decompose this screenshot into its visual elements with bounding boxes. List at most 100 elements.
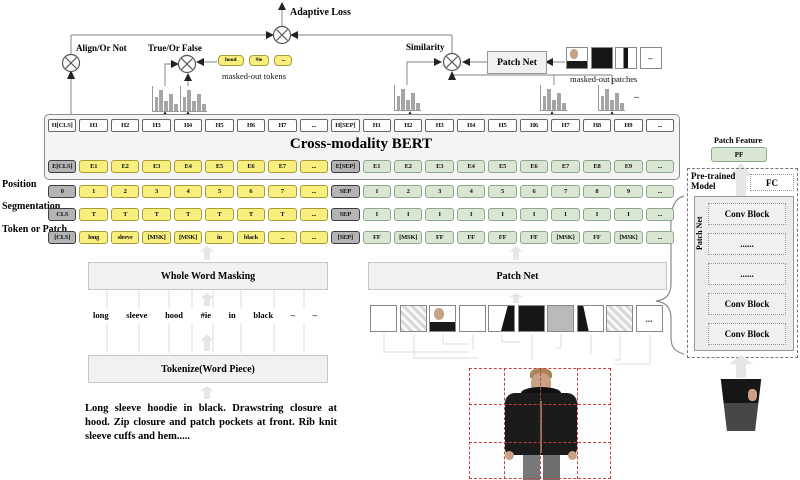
histogram-bar (406, 100, 410, 110)
up-arrow (200, 293, 214, 306)
cell: 1 (362, 185, 391, 198)
histogram-bar (174, 104, 178, 111)
input-patch-image (720, 379, 762, 431)
histogram-bar (542, 96, 546, 110)
cell: black (236, 231, 266, 244)
cell: T (142, 208, 171, 221)
histogram-bar (615, 92, 619, 110)
fc-box: FC (750, 174, 794, 191)
hidden-state-row: H[CLS] H1 H2 H3 H4 H5 H6 H7... H[SEP] H1 H2 H3 H4 H5 H… (48, 119, 675, 132)
cell: 5 (205, 185, 234, 198)
cell: long (79, 231, 108, 244)
cell: [MSK] (142, 231, 171, 244)
shoulder-detail (430, 322, 455, 331)
embedding-row: E[CLS] E1 E2 E3 E4 E5 E6 E7... E[SEP] E1 E2 E3 E4 E5 E… (48, 160, 675, 173)
cell: I (519, 208, 549, 221)
image-patch-stripe (615, 47, 637, 69)
person-leg (523, 455, 540, 480)
cell: 6 (236, 185, 266, 198)
up-arrow (200, 386, 214, 399)
word-token: #ie (200, 310, 212, 320)
histogram-bar (411, 92, 415, 110)
cell: T (268, 208, 297, 221)
cell: H7 (268, 119, 297, 132)
word-token-row: long sleeve hood #ie in black – – (93, 310, 317, 320)
cell: H[CLS] (48, 119, 77, 132)
cell: [MSK] (614, 231, 643, 244)
shoulder-detail (567, 60, 587, 68)
cell: 4 (173, 185, 203, 198)
cell: SEP (331, 185, 360, 198)
adaptive-loss-label: Adaptive Loss (290, 7, 351, 18)
image-patch-black (590, 47, 613, 69)
masked-token-pill: ... (274, 55, 293, 66)
histogram-bar (182, 97, 186, 111)
cell: T (236, 208, 266, 221)
image-patch-grey (547, 305, 574, 332)
conv-block: Conv Block (708, 293, 786, 315)
cell: T (110, 208, 140, 221)
cell: 5 (488, 185, 517, 198)
cell: T (79, 208, 108, 221)
garment-photo (467, 367, 613, 480)
cell: H6 (236, 119, 266, 132)
cell: H2 (110, 119, 140, 132)
grid-line (469, 368, 611, 369)
person-hand (568, 451, 577, 460)
image-patch-hatch (606, 305, 633, 332)
image-patch-black (517, 305, 545, 332)
histogram-bar (401, 88, 405, 110)
conv-block: ...... (708, 263, 786, 285)
cell: ... (645, 160, 675, 173)
cell: H5 (205, 119, 234, 132)
cell: ... (645, 231, 675, 244)
cell: ... (299, 231, 329, 244)
ellipsis-dash: – (634, 92, 639, 103)
cell: H5 (488, 119, 517, 132)
histogram-icon (540, 85, 567, 111)
cell: ... (299, 208, 329, 221)
image-patch-white (458, 305, 486, 332)
cell: sleeve (110, 231, 140, 244)
hand-detail (748, 389, 757, 401)
image-patch-wedge-left (576, 305, 604, 332)
up-arrow (509, 246, 523, 260)
cell: 0 (48, 185, 77, 198)
masked-tokens-caption: masked-out tokens (222, 71, 286, 81)
cell: E3 (142, 160, 171, 173)
word-token: hood (165, 310, 184, 320)
masked-token-pill: #ie (248, 55, 270, 66)
cell: FF (456, 231, 486, 244)
histogram-bar (620, 103, 624, 110)
cell: H3 (142, 119, 171, 132)
image-patch-face (566, 47, 588, 69)
patch-net-vertical-label: Patch Net (695, 216, 704, 250)
histogram-bar (192, 101, 196, 111)
histogram-bar (187, 89, 191, 111)
cell: ... (268, 231, 297, 244)
cell: CLS (48, 208, 77, 221)
cell: [MSK] (393, 231, 423, 244)
cell: FF (582, 231, 612, 244)
segmentation-row-label: Segmentation (2, 201, 61, 212)
cell: ... (299, 185, 329, 198)
up-arrow (200, 334, 214, 351)
cell: I (551, 208, 580, 221)
masked-patches-caption: masked-out patches (570, 74, 638, 84)
cell: 2 (393, 185, 423, 198)
conv-block-stack: Conv Block............ Conv Block Conv Blo… (708, 203, 786, 353)
cell: 3 (142, 185, 171, 198)
person-leg (543, 455, 560, 480)
cell: 6 (519, 185, 549, 198)
cell: H9 (614, 119, 643, 132)
grid-line (503, 368, 505, 479)
cell: [CLS] (48, 231, 77, 244)
cell: FF (519, 231, 549, 244)
conv-block: Conv Block (708, 323, 786, 345)
patch-net-top-box: Patch Net (487, 51, 547, 74)
grid-line (469, 441, 611, 443)
image-patch-row: ... (370, 305, 663, 332)
word-token: in (228, 310, 236, 320)
cell: I (582, 208, 612, 221)
histogram-bar (552, 100, 556, 110)
